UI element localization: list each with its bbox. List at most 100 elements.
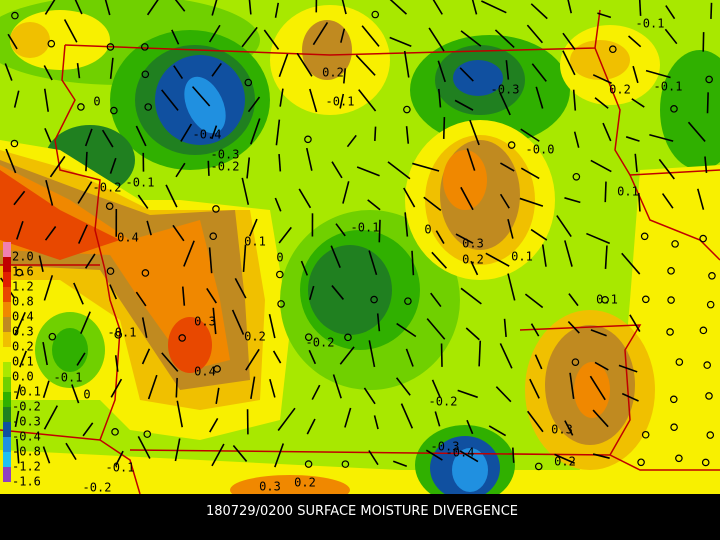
footer-title: 180729/0200 SURFACE MOISTURE DIVERGENCE <box>206 504 518 519</box>
calm-marker <box>304 135 312 144</box>
wind-barb <box>604 245 608 270</box>
legend-swatch <box>3 422 11 437</box>
contour-label: 0.3 <box>551 423 573 437</box>
wind-barb <box>628 35 642 48</box>
contour-label: -0.1 <box>54 371 83 385</box>
legend-swatch <box>3 287 11 302</box>
contour-labels: -0.10.2-0.1-0.3 0.2 -0.10-0.4-0.3-0.2-0.2-… <box>54 17 683 495</box>
wind-barb <box>269 378 276 398</box>
wind-barb <box>507 273 516 301</box>
contour-label: -0.1 <box>326 95 355 109</box>
wind-barb <box>602 122 612 142</box>
wind-barb <box>172 224 185 242</box>
wind-barb <box>478 340 482 367</box>
wind-barb <box>505 60 510 80</box>
calm-marker <box>106 43 115 51</box>
wind-barb <box>471 0 478 15</box>
wind-barb <box>109 157 117 174</box>
wind-barb <box>250 376 256 400</box>
wind-barb <box>234 277 247 299</box>
wind-barb <box>43 405 59 430</box>
contour <box>52 328 88 372</box>
wind-barb <box>567 321 580 334</box>
wind-barb <box>378 219 381 243</box>
calm-marker <box>667 267 675 275</box>
wind-barb <box>43 65 53 81</box>
wind-barb <box>77 224 88 244</box>
wind-barb <box>541 244 547 267</box>
calm-marker <box>209 232 218 241</box>
calm-marker <box>304 460 313 468</box>
wind-barb <box>632 65 639 84</box>
wind-barb <box>339 346 355 365</box>
wind-barb <box>231 309 245 335</box>
wind-barb <box>211 0 218 16</box>
calm-marker <box>244 78 253 87</box>
calm-marker <box>277 300 285 308</box>
calm-marker <box>304 333 313 341</box>
wind-barb <box>165 184 178 208</box>
wind-barb <box>248 0 252 15</box>
contour-label: -0.1 <box>108 326 137 340</box>
legend-label: 0.0 <box>12 370 34 384</box>
wind-barb <box>84 128 93 147</box>
wind-barb <box>110 378 123 398</box>
wind-barb <box>343 68 347 84</box>
contour <box>0 170 120 260</box>
field <box>0 0 720 505</box>
wind-barb <box>637 193 641 212</box>
calm-marker <box>701 458 710 467</box>
legend-label: -1.6 <box>12 475 41 489</box>
contour-label: 0.1 <box>617 185 639 199</box>
calm-marker <box>143 430 152 438</box>
legend-label: 2.0 <box>12 250 34 264</box>
wind-barb <box>42 446 51 464</box>
wind-barb <box>49 155 66 178</box>
calm-marker <box>371 10 380 19</box>
wind-barb <box>373 415 379 430</box>
wind-barb <box>173 65 184 80</box>
calm-marker <box>111 428 119 436</box>
calm-marker <box>571 358 580 366</box>
wind-barb <box>331 161 343 179</box>
wind-barb <box>592 74 612 84</box>
legend-label: -0.1 <box>12 385 41 399</box>
wind-barb <box>495 386 512 403</box>
calm-marker <box>403 105 411 114</box>
wind-barb <box>460 30 482 47</box>
wind-barb <box>306 418 316 435</box>
wind-barb <box>358 89 377 112</box>
contour-label: -0.2 <box>211 160 240 174</box>
wind-barb <box>634 153 638 173</box>
wind-barb <box>242 244 247 272</box>
calm-marker <box>705 392 713 400</box>
calm-marker <box>637 458 645 467</box>
contour-label: 0.2 <box>294 476 316 490</box>
legend-swatch <box>3 437 11 452</box>
contour <box>560 165 720 494</box>
contour-label: -0.1 <box>654 80 683 94</box>
wind-barb <box>101 129 114 148</box>
wind-barb <box>459 450 479 463</box>
wind-barb <box>573 131 580 148</box>
contour-label: 0.3 <box>462 237 484 251</box>
calm-marker <box>671 240 679 248</box>
wind-barb <box>572 89 577 111</box>
wind-barb <box>208 247 213 274</box>
wind-barb <box>278 153 282 172</box>
wind-barb <box>38 255 44 272</box>
contour-label: -0.4 <box>446 446 475 460</box>
calm-marker <box>344 333 352 342</box>
wind-barb <box>589 375 606 401</box>
legend-label: -0.2 <box>12 400 41 414</box>
legend-label: -0.4 <box>12 430 41 444</box>
wind-barb <box>426 318 446 340</box>
calm-marker <box>642 295 650 304</box>
wind-barb <box>241 26 258 48</box>
wind-barb <box>339 93 345 109</box>
wind-barb <box>311 384 321 400</box>
legend-label: 0.3 <box>12 325 34 339</box>
legend-swatch <box>3 242 11 257</box>
wind-barb <box>435 230 445 244</box>
calm-marker <box>609 45 617 54</box>
